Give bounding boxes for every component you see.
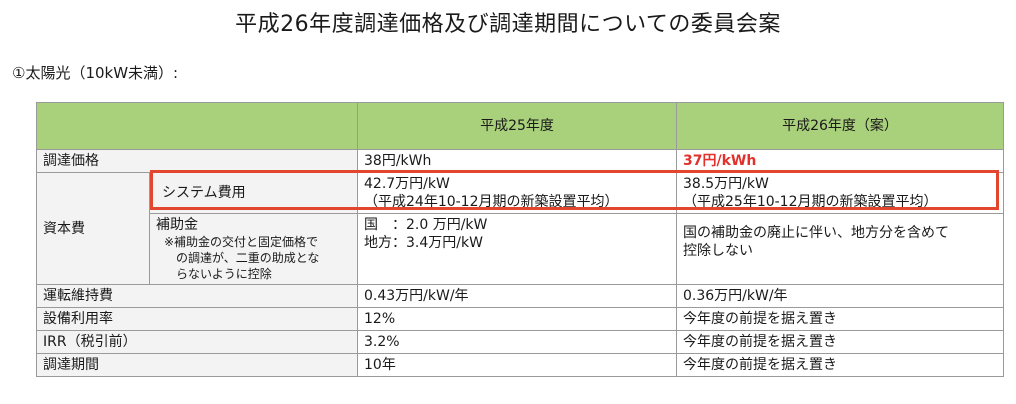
- om-fy26: 0.36万円/kW/年: [676, 284, 1004, 308]
- subsidy-fy25: 国 ：2.0 万円/kW 地方：3.4万円/kW: [357, 213, 677, 285]
- header-fy26: 平成26年度（案）: [676, 102, 1004, 150]
- subsidy-fy25-national: 国 ：2.0 万円/kW: [364, 217, 488, 233]
- system-cost-fy26-value: 38.5万円/kW: [683, 176, 769, 192]
- subsidy-fy26: 国の補助金の廃止に伴い、地方分を含めて 控除しない: [676, 213, 1004, 285]
- subsidy-note-2: の調達が、二重の助成とな: [176, 251, 320, 265]
- table-header-row: 平成25年度 平成26年度（案）: [36, 102, 1004, 150]
- row-system-cost: 資本費 システム費用 42.7万円/kW （平成24年10-12月期の新築設置平…: [36, 172, 1004, 285]
- subsidy-note-1: ※補助金の交付と固定価格で: [164, 235, 319, 249]
- row-label: 調達価格: [36, 149, 358, 173]
- tariff-table: 平成25年度 平成26年度（案） 調達価格 38円/kWh 37円/kWh 資本…: [36, 102, 1004, 377]
- subsidy-label: 補助金: [156, 217, 198, 233]
- system-cost-label: システム費用: [149, 172, 358, 214]
- irr-fy25: 3.2%: [357, 330, 677, 354]
- row-label: IRR（税引前）: [36, 330, 358, 354]
- period-fy26: 今年度の前提を据え置き: [676, 353, 1004, 377]
- subsidy-fy26-line1: 国の補助金の廃止に伴い、地方分を含めて: [683, 225, 949, 241]
- page-title: 平成26年度調達価格及び調達期間についての委員会案: [235, 12, 781, 37]
- period-fy25: 10年: [357, 353, 677, 377]
- utilization-fy25: 12%: [357, 307, 677, 331]
- row-label: 設備利用率: [36, 307, 358, 331]
- system-cost-fy26: 38.5万円/kW （平成25年10-12月期の新築設置平均）: [676, 172, 1004, 214]
- header-fy25: 平成25年度: [357, 102, 677, 150]
- irr-fy26: 今年度の前提を据え置き: [676, 330, 1004, 354]
- system-cost-fy25: 42.7万円/kW （平成24年10-12月期の新築設置平均）: [357, 172, 677, 214]
- row-period: 調達期間 10年 今年度の前提を据え置き: [36, 353, 1004, 377]
- row-label: 調達期間: [36, 353, 358, 377]
- subsidy-note-3: らないように控除: [176, 267, 272, 281]
- subsidy-fy25-local: 地方：3.4万円/kW: [364, 235, 483, 251]
- row-label: 運転維持費: [36, 284, 358, 308]
- row-price: 調達価格 38円/kWh 37円/kWh: [36, 149, 1004, 173]
- subsidy-label-cell: 補助金 ※補助金の交付と固定価格で の調達が、二重の助成とな らないように控除: [149, 213, 358, 285]
- system-cost-fy26-note: （平成25年10-12月期の新築設置平均）: [683, 194, 938, 210]
- subsidy-fy26-line2: 控除しない: [683, 243, 753, 259]
- header-blank-cell: [36, 102, 358, 150]
- row-label-capital: 資本費: [36, 172, 150, 285]
- row-irr: IRR（税引前） 3.2% 今年度の前提を据え置き: [36, 330, 1004, 354]
- section-heading: ①太陽光（10kW未満）:: [12, 64, 179, 82]
- system-cost-fy25-value: 42.7万円/kW: [364, 176, 450, 192]
- om-fy25: 0.43万円/kW/年: [357, 284, 677, 308]
- row-om: 運転維持費 0.43万円/kW/年 0.36万円/kW/年: [36, 284, 1004, 308]
- price-fy26: 37円/kWh: [676, 149, 1004, 173]
- row-utilization: 設備利用率 12% 今年度の前提を据え置き: [36, 307, 1004, 331]
- price-fy25: 38円/kWh: [357, 149, 677, 173]
- system-cost-fy25-note: （平成24年10-12月期の新築設置平均）: [364, 194, 619, 210]
- row-subsidy: 補助金 ※補助金の交付と固定価格で の調達が、二重の助成とな らないように控除 …: [37, 213, 1004, 285]
- utilization-fy26: 今年度の前提を据え置き: [676, 307, 1004, 331]
